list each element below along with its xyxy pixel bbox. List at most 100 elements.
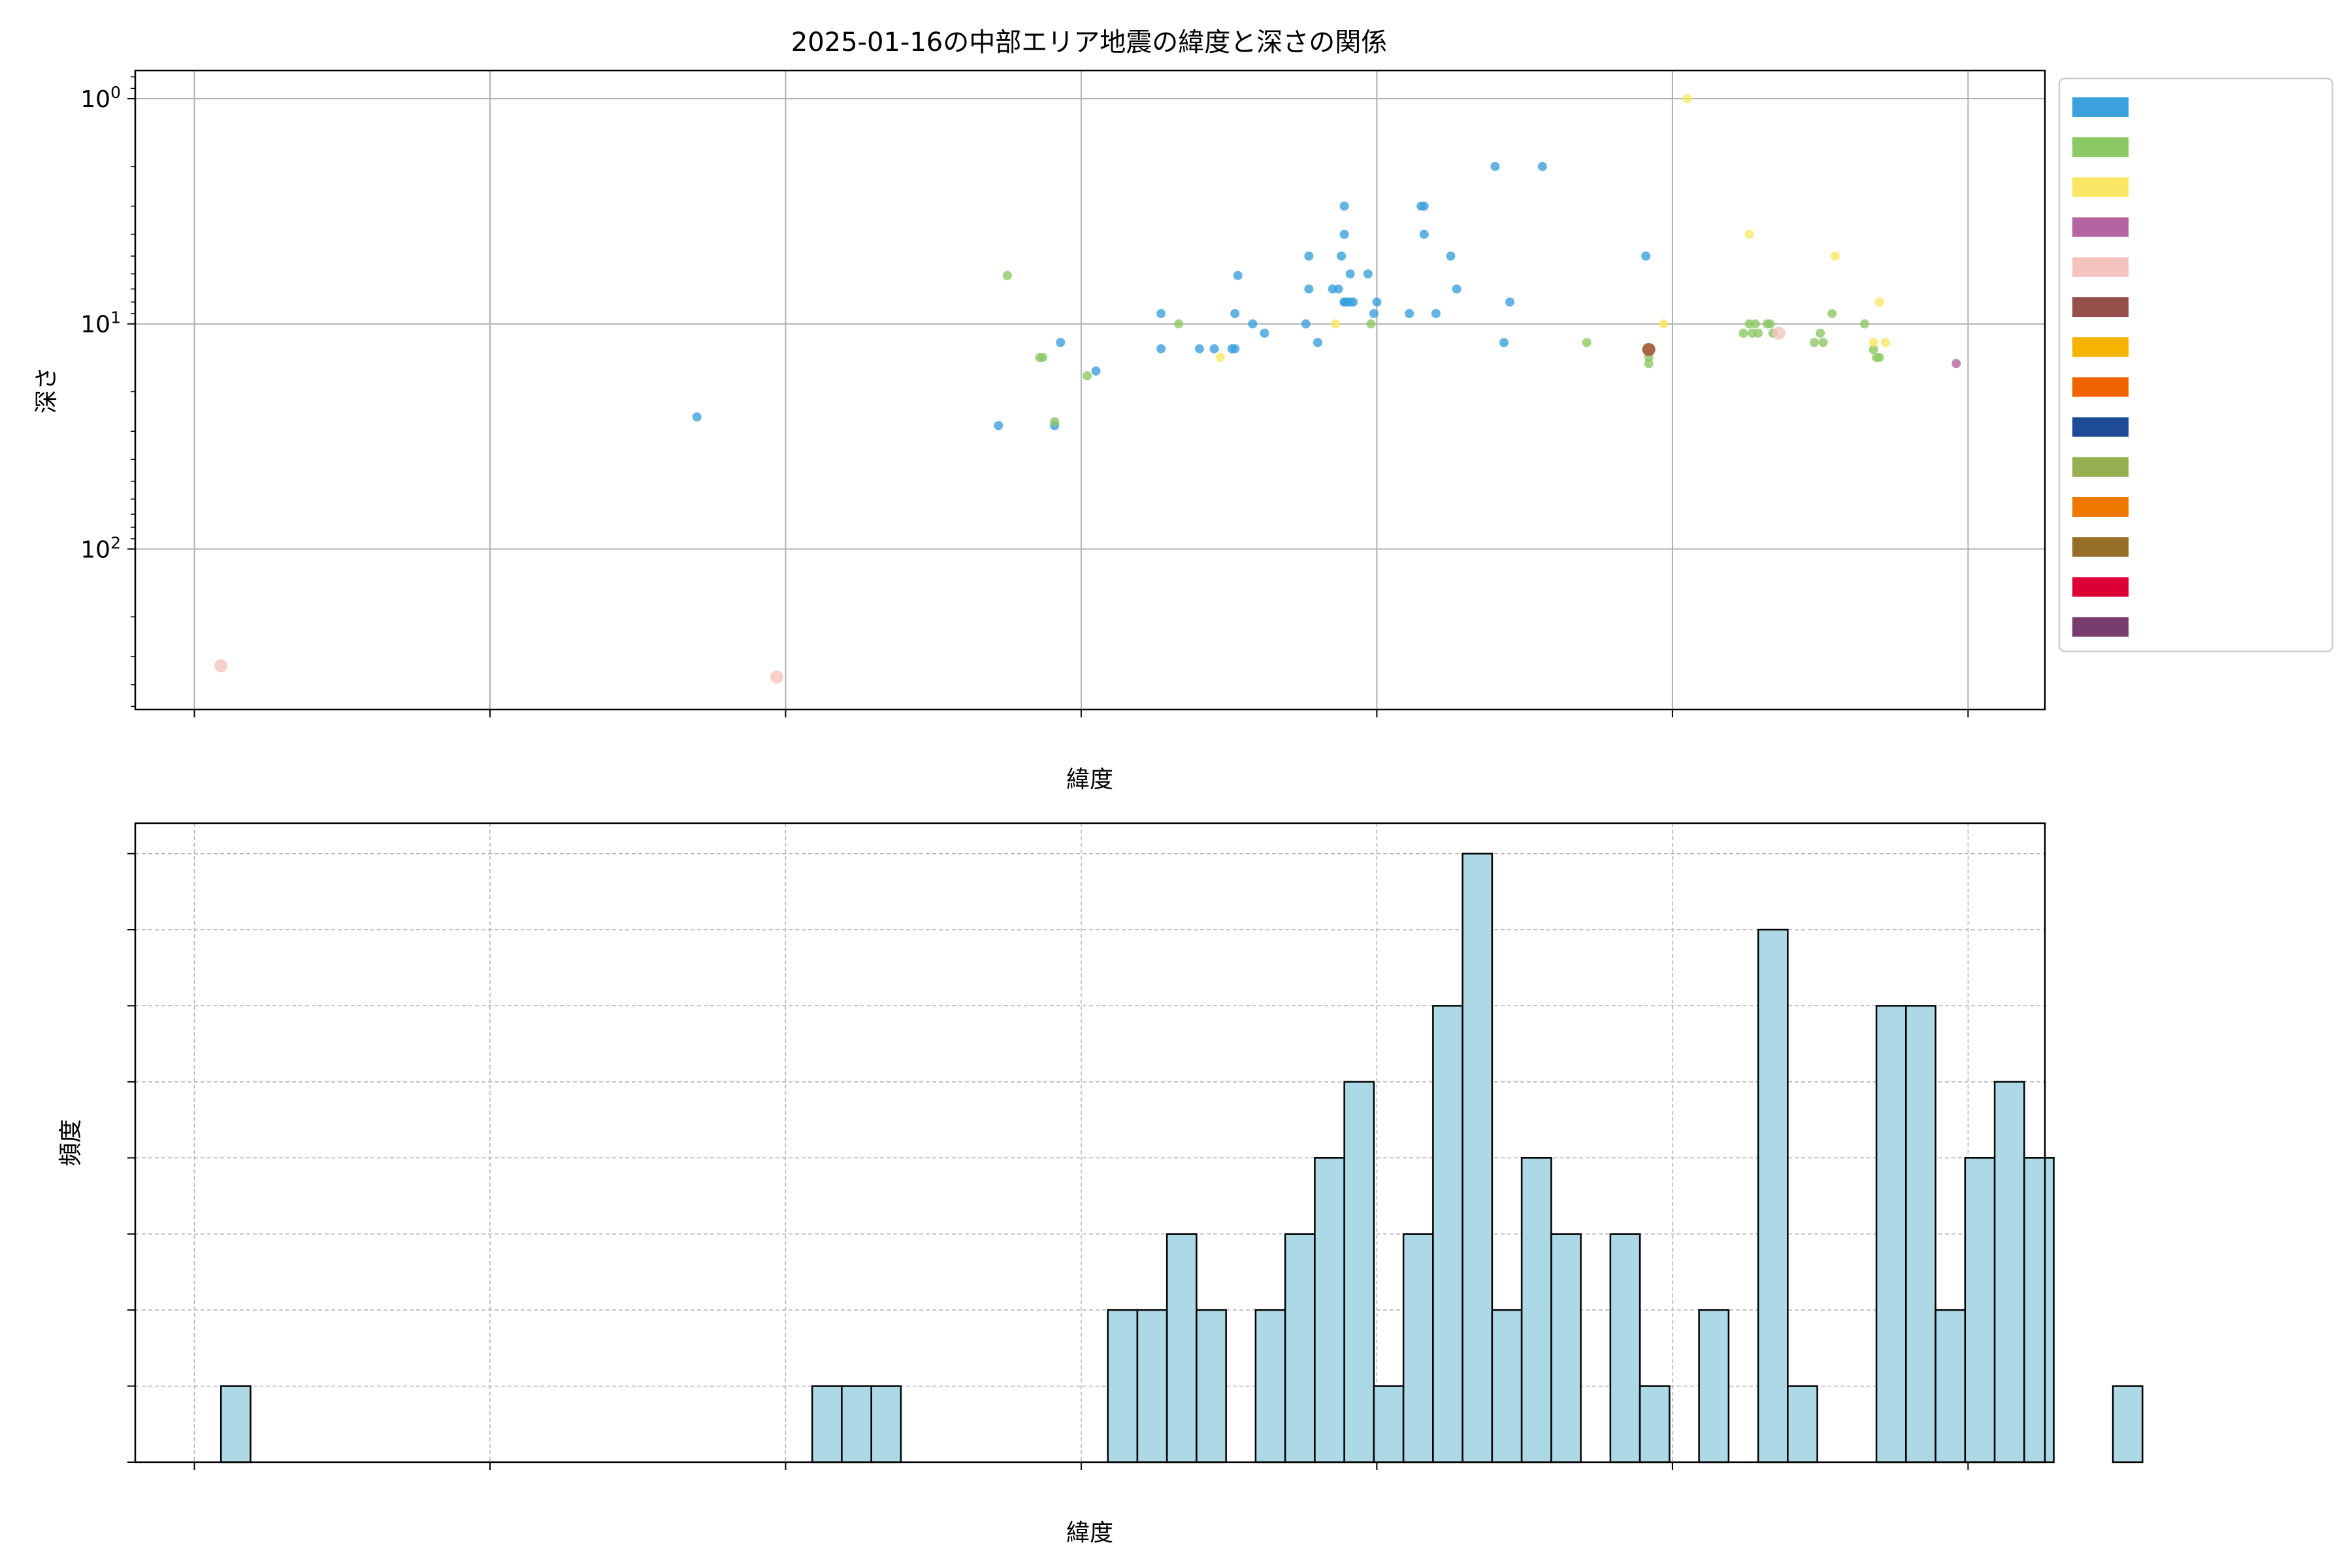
histogram-bar <box>1698 1309 1730 1463</box>
scatter-point <box>1230 308 1240 318</box>
scatter-y-tick-exponent: 2 <box>110 533 121 552</box>
scatter-point <box>1830 251 1840 261</box>
legend-swatch <box>2072 217 2129 237</box>
scatter-point <box>1499 338 1509 348</box>
scatter-point <box>1156 344 1166 353</box>
scatter-point <box>1248 319 1258 329</box>
legend-swatch <box>2072 617 2129 637</box>
legend <box>2058 77 2334 653</box>
legend-swatch <box>2072 97 2129 117</box>
histogram-bar <box>1136 1309 1168 1463</box>
histogram-bar <box>1757 928 1789 1463</box>
histogram-bar <box>1254 1309 1286 1463</box>
histogram-bar <box>1905 1005 1936 1463</box>
histogram-bar <box>1462 853 1494 1463</box>
scatter-point <box>1301 319 1311 329</box>
scatter-point <box>1869 338 1878 348</box>
histogram-bar <box>1993 1081 2025 1463</box>
histogram-bar <box>1107 1309 1139 1463</box>
scatter-point <box>1419 229 1429 239</box>
scatter-point <box>1215 353 1225 363</box>
histogram-bar <box>2023 1157 2055 1463</box>
scatter-point <box>1744 229 1754 239</box>
scatter-point <box>1659 319 1669 329</box>
scatter-y-tick-exponent: 0 <box>110 83 121 102</box>
legend-swatch <box>2072 137 2129 157</box>
scatter-point <box>1174 319 1184 329</box>
scatter-point <box>1304 251 1314 261</box>
scatter-y-tick-label: 100 <box>80 83 121 113</box>
scatter-point <box>1765 319 1775 329</box>
scatter-point <box>1333 284 1343 294</box>
scatter-point <box>1156 308 1166 318</box>
scatter-point <box>1582 338 1592 348</box>
histogram-bar <box>1284 1233 1316 1463</box>
scatter-point <box>1874 353 1884 363</box>
scatter-title: 2025-01-16の中部エリア地震の緯度と深さの関係 <box>791 27 1387 57</box>
scatter-point <box>1339 229 1349 239</box>
scatter-point <box>1750 319 1760 329</box>
scatter-point <box>1038 353 1048 363</box>
scatter-point <box>1880 338 1890 348</box>
scatter-point <box>1002 270 1012 280</box>
histogram-bar <box>1550 1233 1582 1463</box>
legend-frame <box>2058 77 2334 653</box>
scatter-point <box>994 421 1004 431</box>
scatter-x-axis-label: 緯度 <box>1066 766 1113 793</box>
histogram-bar <box>1964 1157 1996 1463</box>
scatter-y-axis-label: 深さ <box>33 367 60 414</box>
scatter-point <box>1331 319 1341 329</box>
histogram-bar <box>1520 1157 1552 1463</box>
scatter-point <box>1827 308 1837 318</box>
scatter-point <box>1772 326 1786 340</box>
scatter-point <box>1337 251 1347 261</box>
scatter-y-tick-base: 10 <box>80 536 110 563</box>
histogram-bar <box>1373 1385 1405 1463</box>
scatter-y-tick-label: 102 <box>80 533 121 563</box>
histogram-bar <box>1314 1157 1345 1463</box>
scatter-point <box>1505 297 1515 307</box>
scatter-y-tick-exponent: 1 <box>110 308 121 327</box>
scatter-point <box>1641 251 1651 261</box>
scatter-point <box>1818 338 1828 348</box>
scatter-point <box>1260 328 1269 338</box>
legend-swatch <box>2072 297 2129 317</box>
histogram-bar <box>1787 1385 1818 1463</box>
histogram-y-axis <box>127 853 135 1463</box>
scatter-point <box>1304 284 1314 294</box>
scatter-point <box>1874 297 1884 307</box>
scatter-point <box>214 659 228 673</box>
scatter-x-axis <box>193 710 1969 717</box>
histogram-y-axis-label: 頻度 <box>57 1119 84 1166</box>
legend-swatch <box>2072 377 2129 397</box>
histogram-bar <box>1875 1005 1907 1463</box>
scatter-point <box>1859 319 1869 329</box>
scatter-point <box>1372 297 1382 307</box>
scatter-point <box>1739 328 1748 338</box>
scatter-point <box>1050 417 1060 427</box>
scatter-point <box>1363 269 1373 279</box>
scatter-gridlines <box>135 71 2045 710</box>
scatter-point <box>1194 344 1204 353</box>
scatter-point <box>1682 94 1692 104</box>
histogram-bar <box>220 1385 252 1463</box>
scatter-point <box>1209 344 1219 353</box>
scatter-point <box>1339 201 1349 211</box>
scatter-point <box>692 412 702 422</box>
histogram-gridlines <box>135 823 2045 1463</box>
scatter-point <box>1313 338 1322 348</box>
legend-swatch <box>2072 577 2129 597</box>
histogram-bar <box>811 1385 843 1463</box>
scatter-point <box>1082 371 1092 381</box>
histogram-bar <box>1432 1005 1463 1463</box>
scatter-points <box>214 94 1961 684</box>
histogram-bar <box>1343 1081 1375 1463</box>
scatter-point <box>1952 359 1961 368</box>
legend-swatch <box>2072 177 2129 197</box>
scatter-point <box>1816 328 1825 338</box>
histogram-plot-area <box>134 822 2046 1463</box>
legend-swatch <box>2072 457 2129 477</box>
histogram-bar <box>1166 1233 1198 1463</box>
scatter-point <box>1230 344 1240 353</box>
